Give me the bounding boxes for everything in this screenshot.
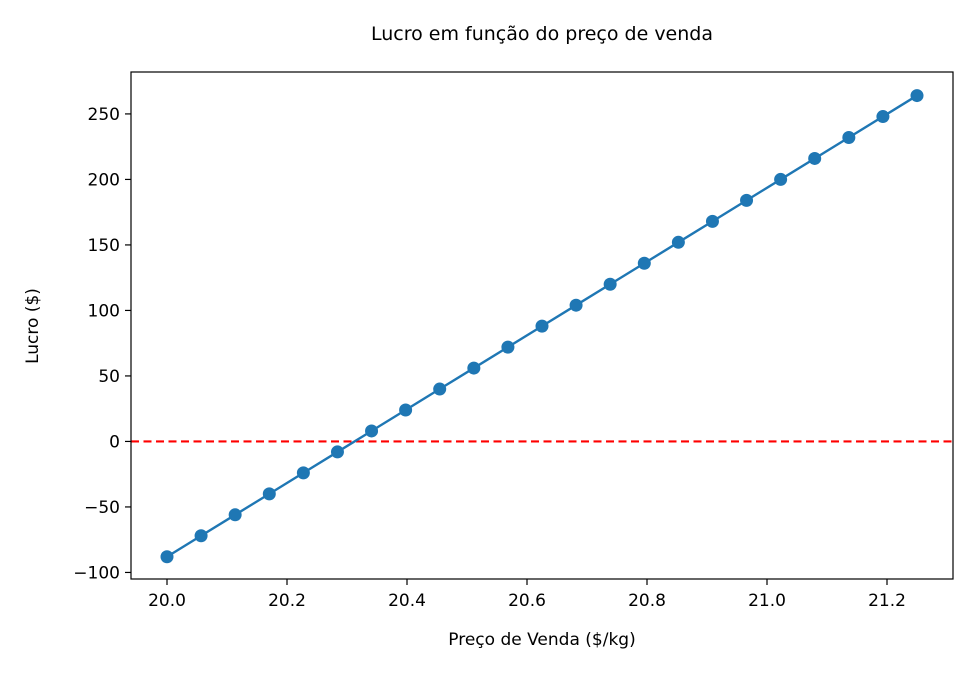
data-point	[262, 487, 276, 501]
data-point	[467, 361, 481, 375]
data-point	[740, 193, 754, 207]
data-point	[296, 466, 310, 480]
data-point	[705, 214, 719, 228]
data-point	[433, 382, 447, 396]
plot-area	[131, 89, 953, 564]
x-tick-label: 21.0	[748, 591, 786, 611]
chart-title: Lucro em função do preço de venda	[371, 23, 713, 45]
data-point	[228, 508, 242, 522]
y-tick-label: 50	[98, 367, 120, 387]
axes-frame	[130, 71, 954, 580]
data-point	[330, 445, 344, 459]
data-point	[603, 277, 617, 291]
data-point	[194, 529, 208, 543]
y-tick-label: −50	[84, 498, 120, 518]
y-tick-label: 250	[88, 105, 120, 125]
data-point	[910, 89, 924, 103]
y-tick-label: 100	[88, 301, 120, 321]
y-tick-label: 200	[88, 170, 120, 190]
data-point	[876, 110, 890, 124]
data-point	[501, 340, 515, 354]
x-tick-label: 20.2	[268, 591, 306, 611]
x-tick-label: 21.2	[868, 591, 906, 611]
data-point	[774, 172, 788, 186]
y-tick-label: 0	[109, 432, 120, 452]
x-tick-label: 20.6	[508, 591, 546, 611]
data-point	[808, 151, 822, 165]
y-tick-label: 150	[88, 236, 120, 256]
data-point	[637, 256, 651, 270]
data-point	[160, 550, 174, 564]
x-tick-label: 20.8	[628, 591, 666, 611]
x-tick-label: 20.0	[148, 591, 186, 611]
x-tick-label: 20.4	[388, 591, 426, 611]
data-point	[399, 403, 413, 417]
data-point	[365, 424, 379, 438]
x-axis: 20.0 20.2 20.4 20.6 20.8 21.0 21.2	[148, 579, 906, 611]
data-point	[671, 235, 685, 249]
y-axis-label: Lucro ($)	[23, 288, 43, 364]
data-point	[569, 298, 583, 312]
y-tick-label: −100	[73, 563, 120, 583]
x-axis-label: Preço de Venda ($/kg)	[448, 630, 635, 650]
data-point	[535, 319, 549, 333]
y-axis: −100 −50 0 50 100 150 200 250	[73, 105, 131, 583]
data-point	[842, 131, 856, 145]
